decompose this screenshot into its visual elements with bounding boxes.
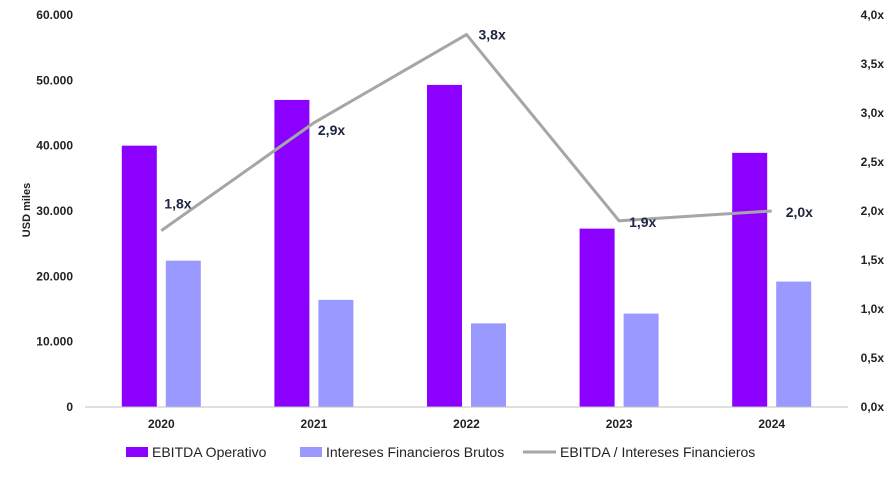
right-axis-ticks: 0,0x 0,5x 1,0x 1,5x 2,0x 2,5x 3,0x 3,5x 4,0x (861, 8, 885, 414)
right-tick-label: 0,0x (861, 400, 885, 414)
left-tick-label: 30.000 (36, 204, 73, 218)
right-tick-label: 1,0x (861, 302, 885, 316)
legend: EBITDA Operativo Intereses Financieros Br… (126, 444, 755, 460)
right-tick-label: 2,5x (861, 155, 885, 169)
left-tick-label: 50.000 (36, 73, 73, 87)
legend-label: EBITDA Operativo (152, 444, 267, 460)
category-label: 2022 (453, 417, 480, 431)
bar-intereses (318, 299, 354, 407)
ratio-line-layer: 1,8x 2,9x 3,8x 1,9x 2,0x (160, 27, 813, 232)
bar-ebitda (427, 84, 462, 407)
legend-label: EBITDA / Intereses Financieros (560, 444, 755, 460)
ratio-data-label: 1,8x (164, 196, 191, 212)
left-tick-label: 0 (66, 400, 73, 414)
category-label: 2023 (606, 417, 633, 431)
legend-swatch (300, 447, 322, 457)
category-label: 2024 (758, 417, 785, 431)
bar-ebitda (121, 145, 157, 407)
category-labels: 2020 2021 2022 2023 2024 (148, 417, 785, 431)
right-tick-label: 2,0x (861, 204, 885, 218)
left-tick-label: 40.000 (36, 139, 73, 153)
ratio-line (160, 32, 772, 232)
legend-swatch-line (523, 450, 556, 454)
legend-swatch (126, 447, 148, 457)
bar-ebitda (274, 99, 310, 407)
category-label: 2021 (301, 417, 328, 431)
left-tick-label: 20.000 (36, 269, 73, 283)
right-tick-label: 1,5x (861, 253, 885, 267)
left-axis-ticks: 0 10.000 20.000 30.000 40.000 50.000 60.000 (36, 8, 73, 414)
right-tick-label: 0,5x (861, 351, 885, 365)
left-tick-label: 10.000 (36, 335, 73, 349)
ratio-data-label: 1,9x (629, 214, 656, 230)
left-tick-label: 60.000 (36, 8, 73, 22)
category-label: 2020 (148, 417, 175, 431)
right-tick-label: 3,5x (861, 57, 885, 71)
left-axis-label: USD miles (21, 183, 33, 237)
ratio-data-label: 2,9x (318, 122, 345, 138)
bar-ebitda (579, 228, 615, 407)
bar-intereses (165, 260, 201, 407)
ratio-data-label: 3,8x (479, 27, 506, 43)
legend-label: Intereses Financieros Brutos (326, 444, 504, 460)
right-tick-label: 3,0x (861, 106, 885, 120)
bars (121, 84, 812, 407)
bar-intereses (776, 281, 812, 407)
bar-intereses (623, 313, 659, 407)
right-tick-label: 4,0x (861, 8, 885, 22)
bar-ebitda (732, 152, 768, 407)
ratio-data-label: 2,0x (786, 204, 813, 220)
bar-intereses (471, 323, 506, 407)
